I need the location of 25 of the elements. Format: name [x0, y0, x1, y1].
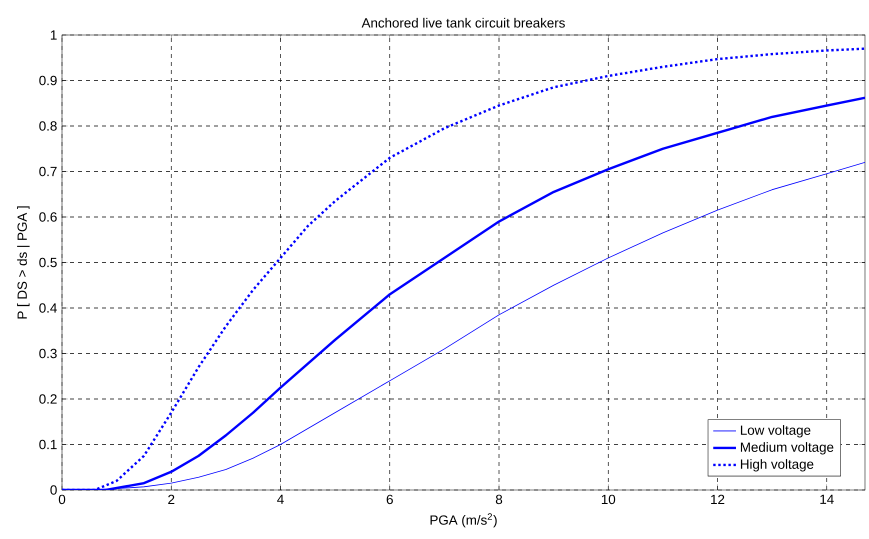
- x-tick-label: 8: [496, 494, 502, 504]
- y-axis-title: P [ DS > ds | PGA ]: [17, 206, 30, 319]
- y-tick-label: 0.7: [39, 166, 57, 176]
- x-tick-label: 6: [386, 494, 393, 504]
- y-tick-label: 0.6: [39, 212, 57, 222]
- legend-label: Low voltage: [740, 425, 810, 438]
- y-tick-label: 0: [50, 485, 57, 495]
- y-tick-label: 0.2: [39, 394, 57, 404]
- x-tick-label: 10: [602, 494, 616, 504]
- x-tick-label: 12: [711, 494, 724, 504]
- chart-title: Anchored live tank circuit breakers: [362, 18, 565, 28]
- legend-label: Medium voltage: [740, 442, 834, 455]
- x-tick-label: 0: [58, 494, 66, 504]
- y-tick-label: 0.5: [39, 258, 57, 268]
- y-tick-label: 0.4: [39, 303, 57, 313]
- x-tick-label: 2: [168, 494, 174, 504]
- y-tick-label: 1: [50, 30, 57, 40]
- y-tick-label: 0.3: [39, 348, 57, 358]
- y-tick-label: 0.1: [39, 440, 57, 450]
- y-tick-label: 0.9: [39, 76, 57, 86]
- legend-label: High voltage: [740, 459, 814, 472]
- x-axis-title: PGA (m/s$^{2}$): [430, 513, 497, 528]
- x-tick-label: 14: [820, 494, 834, 504]
- y-tick-label: 0.8: [39, 121, 57, 131]
- x-tick-label: 4: [277, 494, 284, 504]
